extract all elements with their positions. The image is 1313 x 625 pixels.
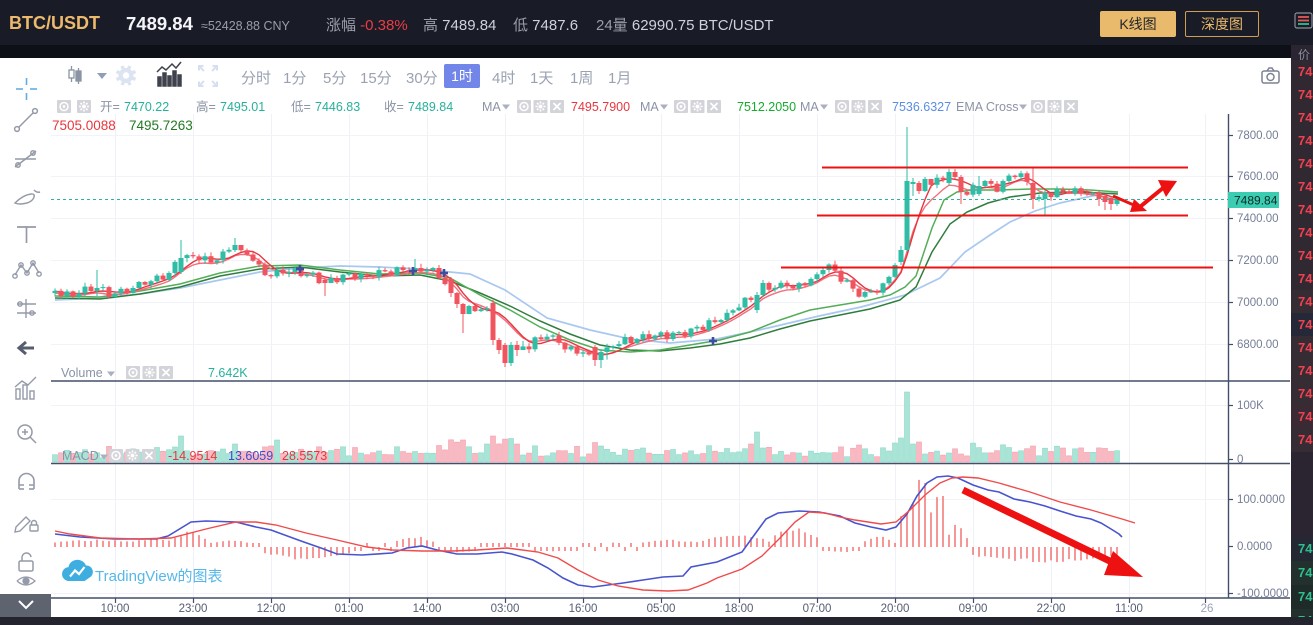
svg-text:7000.00: 7000.00 [1237, 297, 1279, 309]
svg-text:26: 26 [1201, 603, 1214, 615]
svg-text:09:00: 09:00 [959, 603, 988, 615]
svg-text:7200.00: 7200.00 [1237, 255, 1279, 267]
svg-text:7470.22: 7470.22 [124, 100, 169, 114]
svg-text:100.0000: 100.0000 [1237, 494, 1285, 506]
svg-text:MACD: MACD [62, 449, 99, 463]
svg-text:7505.0088: 7505.0088 [52, 118, 116, 133]
svg-text:01:00: 01:00 [335, 603, 364, 615]
svg-text:7495.7900: 7495.7900 [571, 100, 630, 114]
svg-text:23:00: 23:00 [179, 603, 208, 615]
svg-text:7489.84: 7489.84 [408, 100, 453, 114]
svg-text:7495.7263: 7495.7263 [129, 118, 193, 133]
svg-text:-100.0000: -100.0000 [1237, 588, 1289, 600]
svg-text:低=: 低= [291, 100, 311, 114]
svg-text:MA: MA [640, 100, 659, 114]
svg-text:收=: 收= [384, 100, 404, 114]
svg-text:高=: 高= [196, 99, 216, 114]
svg-text:100K: 100K [1237, 400, 1264, 412]
svg-text:-14.9514: -14.9514 [168, 449, 217, 463]
svg-text:TradingView的图表: TradingView的图表 [95, 568, 223, 585]
svg-text:7495.01: 7495.01 [220, 100, 265, 114]
svg-text:7489.84: 7489.84 [1234, 194, 1278, 208]
svg-text:7446.83: 7446.83 [315, 100, 360, 114]
svg-text:22:00: 22:00 [1037, 603, 1066, 615]
svg-text:11:00: 11:00 [1115, 603, 1143, 615]
svg-text:0: 0 [1237, 454, 1243, 466]
svg-text:6800.00: 6800.00 [1237, 339, 1279, 351]
svg-text:MA: MA [800, 100, 819, 114]
svg-text:Volume: Volume [61, 366, 103, 380]
svg-text:14:00: 14:00 [413, 603, 442, 615]
svg-text:开=: 开= [100, 100, 120, 114]
svg-text:7800.00: 7800.00 [1237, 130, 1279, 142]
svg-text:10:00: 10:00 [101, 603, 130, 615]
svg-text:20:00: 20:00 [881, 603, 910, 615]
svg-text:07:00: 07:00 [803, 603, 832, 615]
svg-text:7512.2050: 7512.2050 [737, 100, 796, 114]
svg-text:13.6059: 13.6059 [228, 449, 273, 463]
svg-text:EMA Cross: EMA Cross [956, 100, 1019, 114]
svg-text:MA: MA [482, 100, 501, 114]
svg-text:7600.00: 7600.00 [1237, 171, 1279, 183]
svg-text:05:00: 05:00 [647, 603, 676, 615]
svg-text:12:00: 12:00 [257, 603, 286, 615]
svg-text:16:00: 16:00 [569, 603, 598, 615]
svg-text:18:00: 18:00 [725, 603, 754, 615]
svg-text:28.5573: 28.5573 [282, 449, 327, 463]
svg-text:7.642K: 7.642K [208, 366, 248, 380]
svg-text:7536.6327: 7536.6327 [892, 100, 951, 114]
svg-text:7400.00: 7400.00 [1237, 213, 1279, 225]
svg-text:0.0000: 0.0000 [1237, 541, 1272, 553]
svg-text:03:00: 03:00 [491, 603, 520, 615]
